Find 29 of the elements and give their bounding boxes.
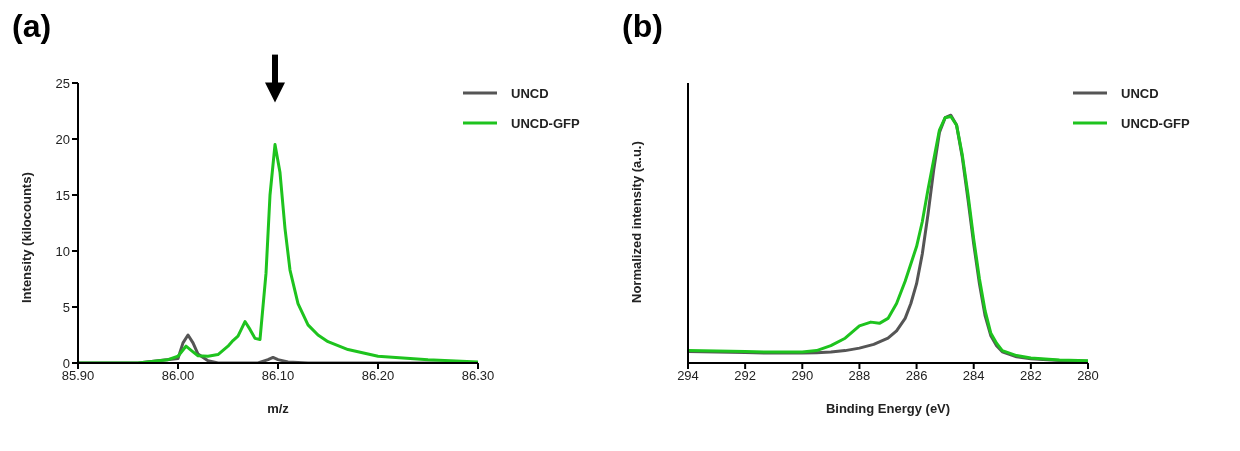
x-tick-label: 85.90 <box>61 368 95 384</box>
legend-label: UNCD <box>1121 85 1159 101</box>
x-tick-label: 292 <box>734 368 756 384</box>
legend-label: UNCD <box>511 85 549 101</box>
legend-label: UNCD-GFP <box>1121 115 1190 131</box>
y-tick-label: 10 <box>55 243 70 259</box>
x-axis-title: Binding Energy (eV) <box>825 401 951 416</box>
x-tick-label: 282 <box>1020 368 1042 384</box>
legend-label: UNCD-GFP <box>511 115 580 131</box>
y-tick-label: 5 <box>62 299 70 315</box>
y-tick-label: 20 <box>55 131 70 147</box>
x-tick-label: 86.10 <box>261 368 295 384</box>
x-tick-label: 86.00 <box>161 368 195 384</box>
x-tick-label: 290 <box>791 368 814 384</box>
chart-title: (b) <box>622 8 663 45</box>
y-tick-label: 15 <box>55 187 70 203</box>
x-tick-label: 286 <box>905 368 928 384</box>
x-tick-label: 288 <box>848 368 871 384</box>
x-tick-label: 280 <box>1077 368 1099 384</box>
chart-title: (a) <box>12 8 52 45</box>
x-tick-label: 86.20 <box>361 368 395 384</box>
y-axis-title: Normalized intensity (a.u.) <box>628 141 644 303</box>
y-tick-label: 25 <box>55 75 70 91</box>
y-axis-title: Intensity (kilocounts) <box>18 172 34 303</box>
x-tick-label: 284 <box>962 368 985 384</box>
x-axis-title: m/z <box>267 401 290 416</box>
x-tick-label: 294 <box>677 368 699 384</box>
y-tick-label: 0 <box>62 355 70 371</box>
x-tick-label: 86.30 <box>461 368 495 384</box>
